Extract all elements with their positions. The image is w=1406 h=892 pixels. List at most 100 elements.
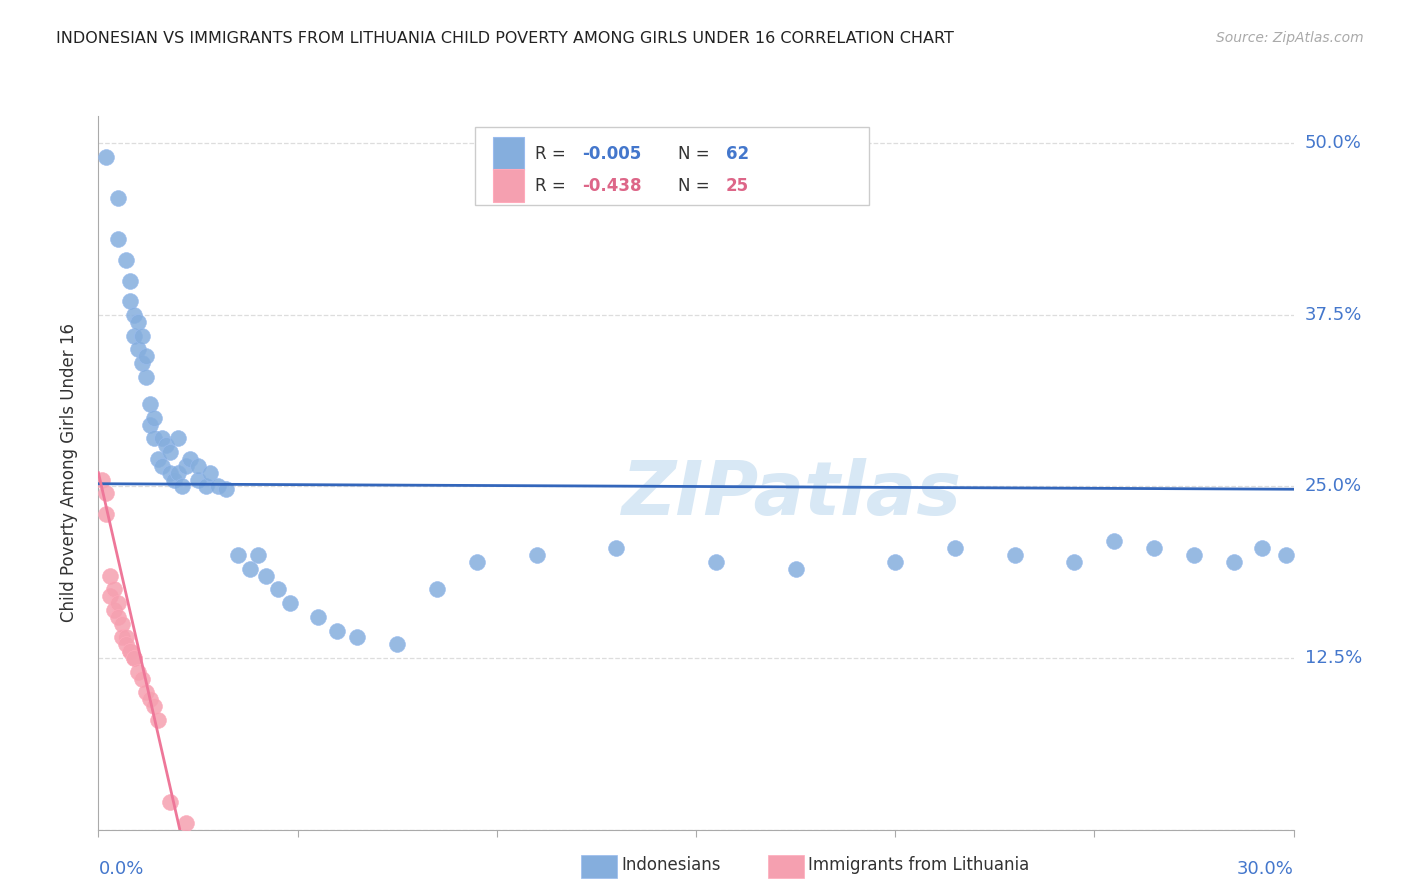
Point — [111, 616, 134, 631]
Point — [198, 466, 221, 480]
Point — [139, 397, 162, 411]
Text: 50.0%: 50.0% — [1305, 135, 1361, 153]
Point — [267, 582, 290, 597]
Text: 25.0%: 25.0% — [1305, 477, 1362, 495]
Point — [1250, 541, 1272, 556]
Point — [127, 315, 149, 329]
Point — [150, 432, 173, 446]
Point — [1063, 555, 1085, 569]
Point — [187, 458, 209, 473]
Point — [155, 438, 177, 452]
Point — [194, 479, 218, 493]
Point — [167, 432, 190, 446]
Point — [215, 482, 238, 496]
Point — [107, 610, 129, 624]
Point — [96, 150, 118, 164]
Point — [120, 294, 142, 309]
Point — [1222, 555, 1246, 569]
Point — [124, 651, 146, 665]
Point — [174, 458, 197, 473]
Point — [1102, 534, 1125, 549]
Point — [172, 479, 194, 493]
FancyBboxPatch shape — [475, 127, 869, 205]
Point — [167, 466, 190, 480]
Point — [120, 274, 142, 288]
Text: 30.0%: 30.0% — [1237, 860, 1294, 878]
Point — [148, 713, 170, 727]
Point — [107, 596, 129, 610]
Text: 0.0%: 0.0% — [98, 860, 143, 878]
Point — [143, 432, 166, 446]
Text: N =: N = — [678, 177, 714, 194]
Point — [785, 562, 807, 576]
Point — [115, 253, 138, 268]
Point — [159, 795, 181, 809]
Point — [526, 548, 548, 562]
Point — [704, 555, 727, 569]
Point — [131, 328, 153, 343]
Point — [135, 685, 157, 699]
Text: 62: 62 — [725, 145, 749, 162]
Point — [943, 541, 966, 556]
Point — [107, 191, 129, 205]
Point — [1004, 548, 1026, 562]
Point — [131, 672, 153, 686]
Point — [246, 548, 269, 562]
FancyBboxPatch shape — [494, 137, 524, 170]
Text: 25: 25 — [725, 177, 749, 194]
Point — [278, 596, 301, 610]
Point — [884, 555, 907, 569]
Text: Indonesians: Indonesians — [621, 856, 721, 874]
Point — [307, 610, 329, 624]
Point — [139, 417, 162, 432]
Text: 37.5%: 37.5% — [1305, 306, 1362, 324]
Point — [226, 548, 249, 562]
Y-axis label: Child Poverty Among Girls Under 16: Child Poverty Among Girls Under 16 — [59, 323, 77, 623]
Point — [254, 568, 277, 582]
Point — [346, 631, 368, 645]
Point — [1182, 548, 1205, 562]
Point — [131, 356, 153, 370]
Text: Source: ZipAtlas.com: Source: ZipAtlas.com — [1216, 31, 1364, 45]
Point — [1274, 548, 1296, 562]
Point — [187, 473, 209, 487]
Point — [163, 473, 186, 487]
Point — [207, 479, 229, 493]
Text: Immigrants from Lithuania: Immigrants from Lithuania — [808, 856, 1029, 874]
Point — [115, 637, 138, 651]
Text: 12.5%: 12.5% — [1305, 649, 1362, 667]
Text: INDONESIAN VS IMMIGRANTS FROM LITHUANIA CHILD POVERTY AMONG GIRLS UNDER 16 CORRE: INDONESIAN VS IMMIGRANTS FROM LITHUANIA … — [56, 31, 955, 46]
Point — [120, 644, 142, 658]
Point — [135, 349, 157, 363]
Point — [1143, 541, 1166, 556]
Point — [159, 466, 181, 480]
Text: R =: R = — [534, 177, 571, 194]
Point — [385, 637, 409, 651]
Point — [115, 631, 138, 645]
Point — [120, 644, 142, 658]
Point — [103, 582, 125, 597]
Point — [326, 624, 349, 638]
Point — [135, 369, 157, 384]
Text: R =: R = — [534, 145, 571, 162]
Text: -0.438: -0.438 — [582, 177, 643, 194]
Point — [96, 507, 118, 521]
Point — [91, 473, 114, 487]
Point — [127, 665, 149, 679]
Point — [98, 568, 122, 582]
Point — [139, 692, 162, 706]
Point — [98, 589, 122, 603]
FancyBboxPatch shape — [494, 169, 524, 202]
Point — [174, 815, 197, 830]
Text: -0.005: -0.005 — [582, 145, 641, 162]
Point — [143, 699, 166, 714]
Point — [124, 308, 146, 322]
Point — [107, 232, 129, 246]
Point — [96, 486, 118, 500]
Point — [465, 555, 488, 569]
Point — [148, 452, 170, 467]
Text: N =: N = — [678, 145, 714, 162]
Point — [124, 651, 146, 665]
Point — [426, 582, 449, 597]
Point — [124, 328, 146, 343]
